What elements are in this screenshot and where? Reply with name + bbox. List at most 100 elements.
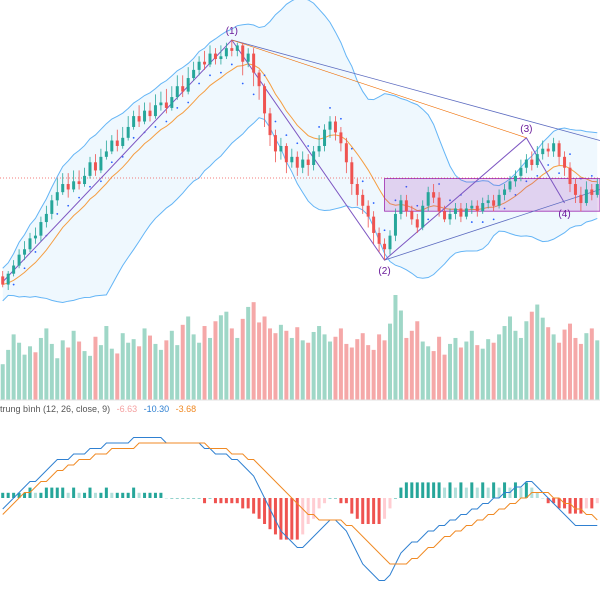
macd-histogram-bar — [404, 482, 408, 498]
volume-bar — [480, 348, 485, 400]
macd-histogram-bar — [421, 482, 425, 498]
wave-label: (1) — [226, 26, 238, 37]
volume-bar — [431, 351, 436, 400]
macd-histogram-bar — [399, 487, 403, 498]
volume-bar — [453, 337, 458, 400]
volume-bar — [49, 343, 54, 400]
candle-body — [66, 184, 70, 190]
sar-dot — [23, 267, 26, 270]
sar-dot — [34, 251, 37, 253]
volume-bar — [224, 311, 229, 400]
candle-body — [513, 175, 517, 182]
macd-histogram-bar — [323, 498, 327, 504]
volume-bar — [344, 343, 349, 400]
volume-bar — [366, 345, 371, 400]
candle-body — [333, 121, 337, 133]
candle-body — [263, 86, 267, 114]
sar-dot — [12, 283, 15, 286]
volume-bar — [295, 327, 300, 400]
volume-bar — [66, 347, 71, 400]
sar-dot — [383, 229, 386, 232]
macd-histogram-bar — [595, 498, 599, 504]
sar-dot — [165, 120, 168, 123]
macd-histogram-bar — [410, 482, 414, 498]
macd-histogram-bar — [1, 492, 5, 498]
volume-bar — [491, 342, 496, 400]
candle-body — [213, 53, 217, 60]
macd-histogram-bar — [579, 498, 583, 514]
macd-histogram-bar — [186, 498, 190, 499]
macd-histogram-bar — [350, 498, 354, 514]
macd-histogram-bar — [486, 487, 490, 498]
sar-dot — [56, 213, 59, 215]
macd-histogram-bar — [383, 498, 387, 519]
candle-body — [186, 78, 190, 92]
sar-dot — [285, 134, 288, 137]
macd-histogram-bar — [115, 492, 119, 498]
candle-body — [503, 189, 507, 195]
candle-body — [77, 181, 81, 185]
candle-body — [224, 48, 228, 57]
volume-bar — [0, 364, 5, 400]
sar-dot — [307, 145, 310, 147]
volume-bar — [6, 349, 11, 400]
volume-bar — [11, 334, 16, 400]
macd-histogram-bar — [295, 498, 299, 540]
macd-histogram-bar — [175, 498, 179, 499]
sar-dot — [416, 204, 419, 207]
candle-body — [563, 156, 567, 168]
candle-body — [459, 208, 463, 217]
candle-body — [284, 145, 288, 163]
candle-body — [17, 254, 21, 266]
volume-bar — [486, 339, 491, 400]
macd-histogram-bar — [273, 498, 277, 535]
volume-bar — [186, 316, 191, 400]
candle-body — [366, 205, 370, 217]
macd-histogram-bar — [66, 492, 70, 498]
sar-dot — [318, 126, 320, 128]
volume-bar — [562, 329, 567, 400]
volume-bar — [246, 306, 251, 400]
sar-dot — [427, 218, 430, 221]
candle-body — [552, 143, 556, 152]
macd-histogram-bar — [372, 498, 376, 524]
candle-body — [104, 151, 108, 157]
sar-dot — [176, 107, 179, 109]
macd-histogram-bar — [192, 498, 196, 499]
macd-histogram-bar — [219, 498, 223, 504]
macd-histogram-bar — [252, 498, 256, 514]
volume-bar — [268, 328, 272, 400]
macd-histogram-bar — [443, 487, 447, 498]
volume-bar — [437, 336, 442, 400]
macd-histogram-bar — [83, 492, 87, 498]
sar-dot — [296, 142, 299, 145]
volume-bar — [513, 330, 518, 400]
macd-histogram-bar — [132, 487, 136, 498]
candle-body — [350, 162, 354, 185]
candle-body — [175, 86, 179, 98]
candle-body — [595, 184, 599, 195]
candle-body — [584, 189, 588, 204]
macd-histogram-bar — [453, 487, 457, 498]
candle-body — [530, 159, 534, 165]
macd-histogram-bar — [366, 498, 370, 524]
macd-histogram-bar — [159, 492, 163, 498]
sar-dot — [209, 74, 211, 77]
macd-histogram-bar — [432, 482, 436, 498]
volume-bar — [557, 342, 562, 400]
volume-bar — [235, 337, 240, 400]
candle-body — [137, 116, 141, 122]
macd-legend-signal: -3.68 — [175, 404, 197, 414]
candle-body — [72, 181, 76, 190]
macd-histogram-bar — [546, 498, 550, 504]
macd-histogram-bar — [110, 492, 114, 498]
volume-bar — [464, 341, 469, 400]
macd-histogram-bar — [437, 482, 441, 498]
volume-bar — [131, 339, 136, 400]
macd-histogram-bar — [121, 492, 125, 498]
sar-dot — [438, 183, 440, 185]
volume-bar — [88, 355, 92, 400]
volume-bar — [218, 315, 223, 400]
macd-histogram-bar — [61, 487, 65, 498]
